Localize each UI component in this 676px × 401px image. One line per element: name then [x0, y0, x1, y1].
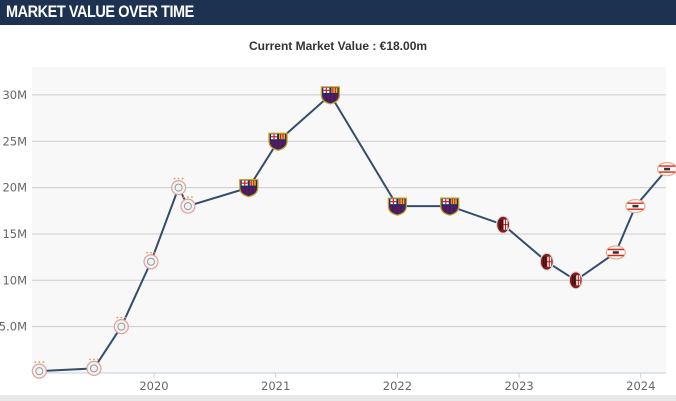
y-tick-label: 5.0M [0, 320, 27, 334]
y-tick-label: 20M [2, 181, 27, 195]
ajax-badge-icon[interactable] [143, 251, 159, 270]
y-tick-label: 15M [2, 227, 27, 241]
x-tick-label: 2023 [504, 379, 533, 393]
ajax-badge-icon[interactable] [171, 177, 187, 196]
ajax-badge-icon[interactable] [86, 358, 102, 376]
section-header: MARKET VALUE OVER TIME [0, 0, 676, 25]
barcelona-badge-icon[interactable] [387, 197, 408, 216]
barcelona-badge-icon[interactable] [320, 86, 341, 105]
psv-badge-icon[interactable] [625, 198, 646, 214]
current-market-value: Current Market Value : €18.00m [248, 39, 428, 53]
milan-badge-icon[interactable] [539, 252, 554, 271]
x-tick-label: 2021 [261, 379, 290, 393]
ajax-badge-icon[interactable] [180, 196, 196, 214]
x-tick-label: 2022 [383, 379, 412, 393]
ajax-badge-icon[interactable] [113, 316, 129, 335]
section-title: MARKET VALUE OVER TIME [6, 2, 194, 21]
milan-badge-icon[interactable] [568, 271, 583, 290]
psv-badge-icon[interactable] [605, 245, 626, 260]
y-tick-label: 10M [2, 273, 27, 287]
barcelona-badge-icon[interactable] [440, 197, 460, 216]
x-tick-label: 2020 [139, 379, 168, 393]
milan-badge-icon[interactable] [495, 215, 511, 234]
ajax-badge-icon[interactable] [31, 361, 47, 379]
footer-band [0, 395, 676, 401]
x-tick-label: 2024 [626, 379, 655, 393]
barcelona-badge-icon[interactable] [239, 178, 259, 198]
barcelona-badge-icon[interactable] [268, 132, 288, 151]
y-tick-label: 25M [2, 134, 27, 148]
psv-badge-icon[interactable] [656, 161, 676, 177]
y-tick-label: 30M [2, 88, 27, 102]
plot-area [32, 67, 666, 373]
